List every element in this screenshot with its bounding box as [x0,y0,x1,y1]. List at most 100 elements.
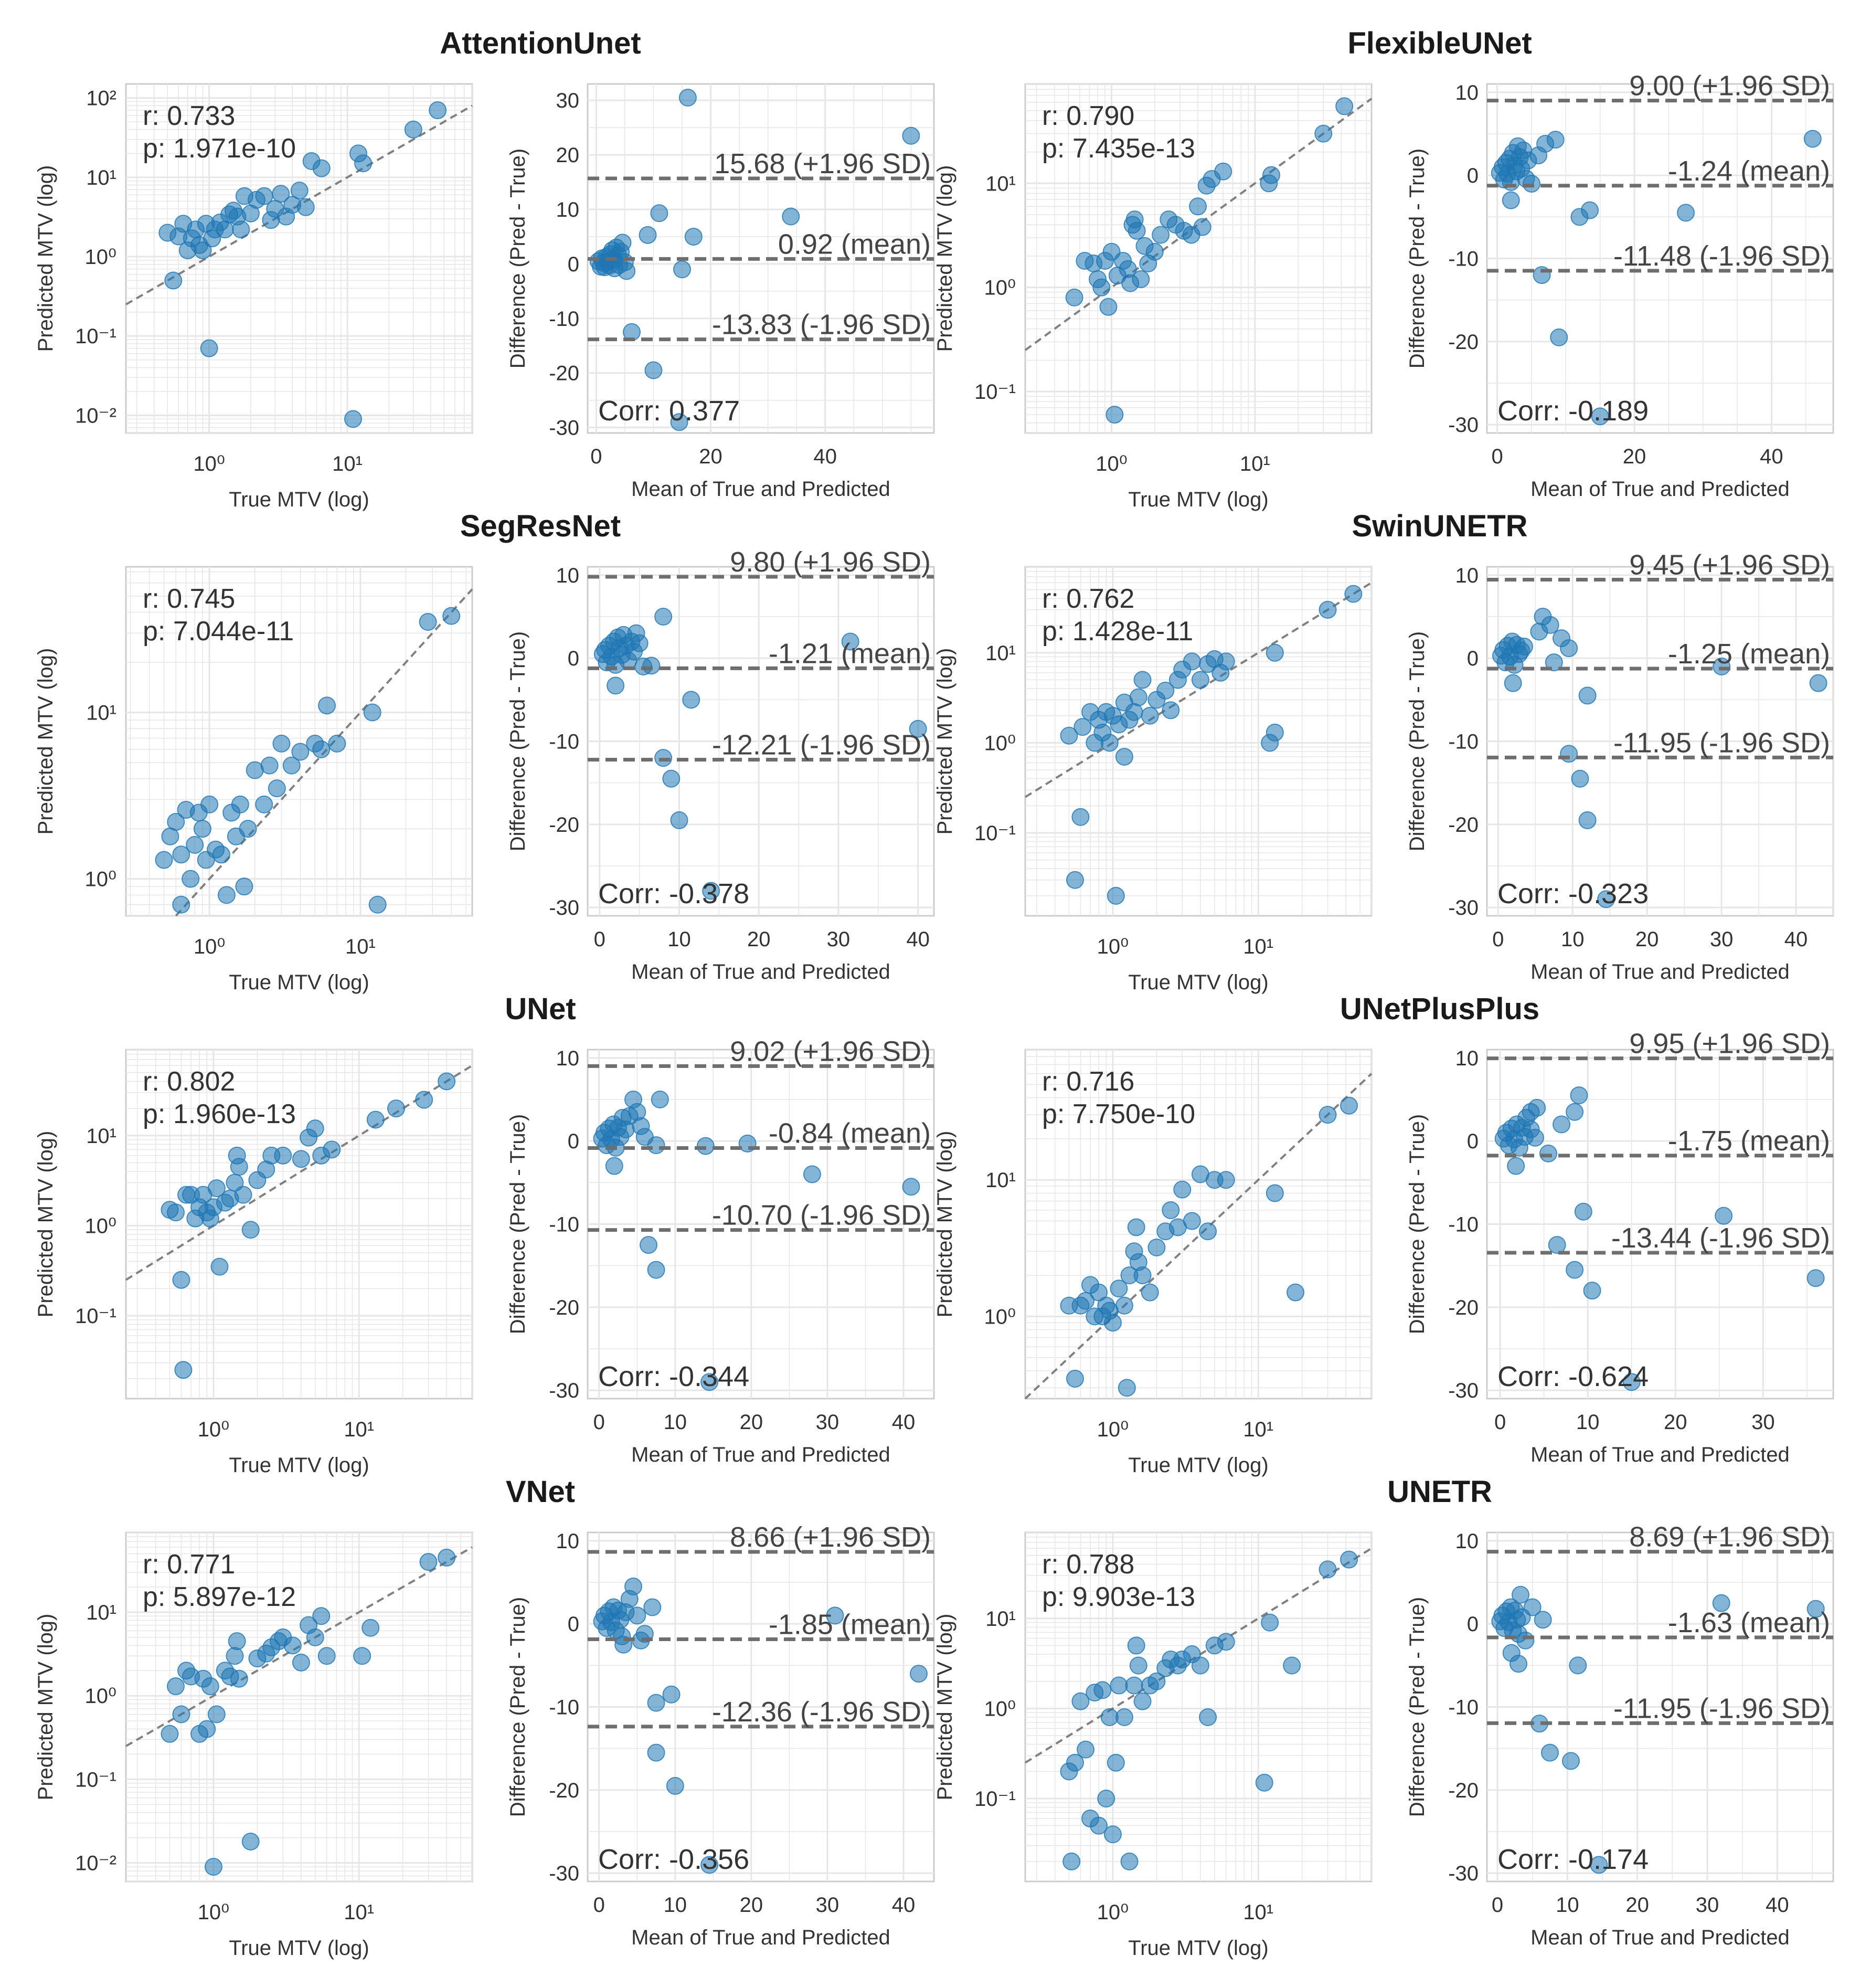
x-tick-label: 10¹ [1243,1418,1273,1441]
data-point [172,895,190,914]
data-point [605,1157,623,1175]
x-tick-label: 10 [667,928,691,951]
x-tick-label: 10⁰ [193,452,225,475]
data-point [1077,1740,1095,1759]
x-tick-label: 40 [1760,445,1783,468]
p-value-annotation: p: 7.435e-13 [1042,133,1195,164]
y-tick-label: -30 [1448,1379,1479,1402]
data-point [1115,1708,1133,1726]
data-point [283,1636,302,1655]
y-tick-label: 10 [1455,81,1479,104]
identity-line [1024,1547,1373,1764]
data-point [306,1628,324,1646]
data-point [312,740,331,758]
plot-area [125,83,473,434]
r-value-annotation: r: 0.790 [1042,101,1134,131]
data-point [318,696,336,715]
data-point [207,1179,226,1198]
data-point [234,1186,252,1204]
data-point [1571,769,1589,788]
y-tick-label: 10⁻¹ [75,1305,116,1328]
model-group-vnet: VNet 10⁰ 10¹ 10⁻² 10⁻¹ 10⁰ 10¹ True MTV (log) Pr… [34,1475,935,1960]
y-axis-label: Predicted MTV (log) [34,648,57,835]
data-point [902,1178,920,1196]
data-point [1283,1656,1301,1675]
data-point [1133,1692,1152,1710]
data-point [1065,288,1083,306]
data-point [1261,1613,1279,1632]
data-point [368,895,387,914]
data-point [166,1203,185,1222]
y-tick-label: -10 [549,1213,579,1236]
lower-limit-label: -13.44 (-1.96 SD) [1611,1222,1830,1254]
data-point [217,886,236,904]
data-point [682,691,700,709]
data-point [1546,131,1565,149]
data-point [1127,1218,1145,1236]
data-point [678,88,697,107]
data-point [662,1685,681,1704]
data-point [642,657,661,675]
data-point [1523,1598,1542,1616]
data-point [1541,1743,1559,1762]
data-point [618,262,636,280]
data-point [1115,1296,1133,1315]
data-point [1093,1681,1112,1699]
y-tick-label: 0 [1467,647,1479,670]
x-tick-label: 0 [593,1894,605,1917]
data-point [1504,674,1522,692]
data-point [1528,1098,1546,1117]
data-point [200,339,218,357]
r-value-annotation: r: 0.771 [143,1549,235,1580]
x-tick-label: 0 [594,928,605,951]
y-tick-label: 10¹ [86,166,116,189]
data-point [841,632,859,651]
data-point [1570,1086,1588,1105]
data-point [429,101,447,120]
data-point [194,241,212,260]
data-point [607,676,625,695]
x-tick-label: 30 [816,1411,839,1434]
y-tick-label: 30 [556,89,580,112]
data-point [647,1694,665,1712]
y-tick-label: 10¹ [985,642,1016,665]
y-tick-label: -10 [1448,731,1479,754]
data-point [902,126,920,145]
y-axis-label: Difference (Pred - True) [1406,631,1429,851]
data-point [1191,671,1209,689]
p-value-annotation: p: 7.750e-10 [1042,1099,1195,1129]
chart-title: VNet [506,1475,575,1509]
data-point [1510,1655,1527,1673]
upper-limit-label: 9.95 (+1.96 SD) [1629,1028,1830,1060]
data-point [1806,1600,1825,1618]
x-tick-label: 0 [593,1411,605,1434]
data-point [1062,1852,1081,1870]
y-tick-label: -30 [1448,1862,1479,1885]
data-point [1127,1636,1145,1655]
data-point [1156,681,1175,700]
mean-line-label: -1.24 (mean) [1668,155,1830,187]
y-axis-label: Difference (Pred - True) [506,1114,529,1334]
y-tick-label: 10¹ [985,1169,1016,1192]
y-tick-label: 10¹ [86,1601,116,1624]
upper-limit-label: 15.68 (+1.96 SD) [714,148,931,179]
y-tick-label: -20 [549,813,579,837]
data-point [1502,191,1520,209]
data-point [1590,1856,1608,1874]
x-tick-label: 10¹ [1243,1901,1273,1924]
y-tick-label: -10 [1448,248,1479,271]
data-point [419,1553,438,1571]
data-point [1090,1816,1108,1835]
data-point [1266,723,1284,742]
r-value-annotation: r: 0.762 [1042,584,1134,614]
lower-limit-label: -12.21 (-1.96 SD) [712,729,931,760]
x-tick-label: 0 [1494,1411,1506,1434]
y-tick-label: -10 [549,308,579,331]
lower-limit-label: -11.95 (-1.96 SD) [1613,1693,1830,1724]
data-point [216,220,234,239]
data-point [282,756,301,775]
chart-title: SwinUNETR [1352,509,1527,543]
data-point [1809,674,1827,692]
x-tick-label: 20 [699,445,722,468]
data-point [1507,1157,1525,1175]
